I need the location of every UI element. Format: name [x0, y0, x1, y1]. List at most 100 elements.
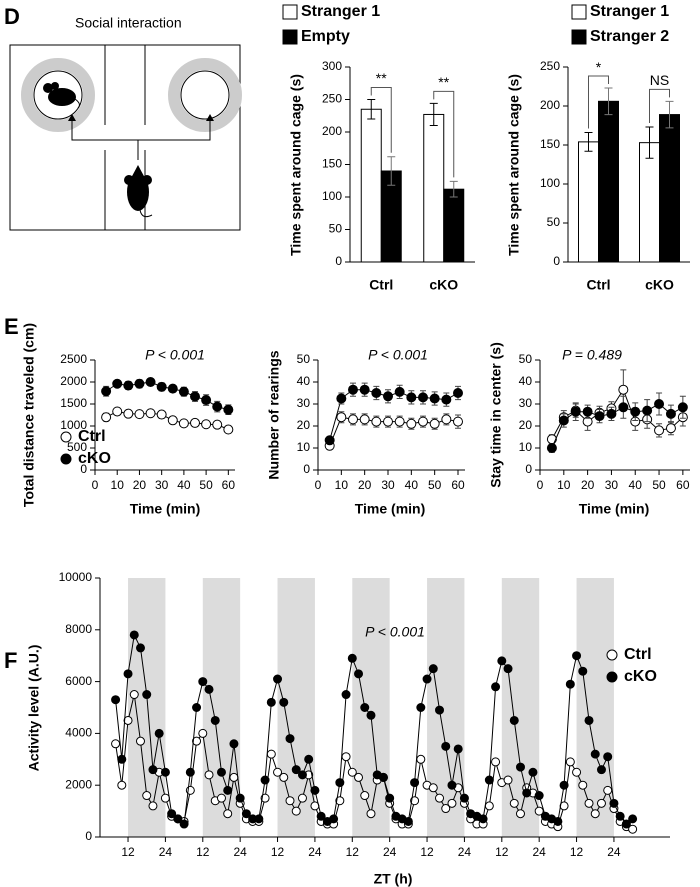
- data-point: [565, 757, 575, 767]
- y-tick-label: 30: [297, 396, 311, 410]
- y-tick-label: 50: [297, 352, 311, 366]
- legend-swatch: [282, 4, 298, 20]
- error-bar: [584, 132, 593, 152]
- data-point: [204, 684, 214, 694]
- x-tick-label: 24: [233, 845, 247, 859]
- x-tick-label: 20: [581, 478, 595, 492]
- data-point: [371, 388, 382, 398]
- data-point: [335, 796, 345, 806]
- y-tick-label: 0: [85, 829, 92, 843]
- data-point: [336, 412, 347, 423]
- data-point: [241, 809, 251, 819]
- data-point: [654, 399, 665, 409]
- data-point: [491, 682, 501, 692]
- data-point: [185, 767, 195, 777]
- data-point: [447, 798, 457, 808]
- data-point: [665, 408, 676, 419]
- data-point: [198, 677, 208, 687]
- x-axis-label: Time (min): [130, 501, 201, 517]
- data-point: [406, 392, 417, 403]
- dark-period: [352, 578, 390, 837]
- data-point: [142, 690, 152, 700]
- legend-swatch: [282, 29, 298, 45]
- data-point: [603, 785, 613, 795]
- data-point: [503, 775, 513, 785]
- cage-zone: [21, 58, 95, 132]
- diagram-title: Social interaction: [75, 15, 182, 31]
- data-point: [359, 414, 370, 425]
- test-mouse: [124, 165, 153, 218]
- data-point: [491, 757, 501, 767]
- data-point: [534, 806, 544, 816]
- x-tick-label: 12: [271, 845, 285, 859]
- data-point: [416, 754, 426, 764]
- data-point: [394, 386, 405, 397]
- data-point: [594, 411, 605, 422]
- data-point: [112, 378, 123, 389]
- data-point: [148, 765, 158, 775]
- significance-label: *: [596, 59, 602, 75]
- data-point: [503, 664, 513, 674]
- y-tick-label: 0: [553, 254, 560, 268]
- data-point: [515, 809, 525, 819]
- x-tick-label: Ctrl: [369, 277, 393, 293]
- p-value: P = 0.489: [562, 347, 622, 363]
- data-point: [156, 381, 167, 392]
- x-tick-label: 24: [308, 845, 322, 859]
- data-point: [291, 806, 301, 816]
- data-point: [348, 414, 358, 425]
- data-point: [212, 401, 223, 412]
- data-point: [148, 801, 158, 811]
- data-point: [235, 793, 245, 803]
- x-tick-label: 12: [121, 845, 135, 859]
- data-point: [179, 819, 189, 829]
- data-point: [229, 772, 239, 782]
- data-point: [570, 406, 581, 417]
- legend-label: Stranger 1: [590, 3, 669, 20]
- data-point: [297, 770, 307, 780]
- data-point: [429, 393, 440, 404]
- legend-label: Empty: [301, 28, 350, 45]
- x-tick-label: 20: [358, 478, 372, 492]
- bar: [423, 113, 445, 263]
- data-point: [156, 409, 167, 420]
- data-point: [441, 414, 452, 425]
- y-tick-label: 0: [335, 254, 342, 268]
- data-point: [418, 392, 428, 403]
- y-tick-label: 2000: [65, 777, 92, 791]
- y-axis-label: Stay time in center (s): [488, 342, 504, 488]
- data-point: [435, 793, 445, 803]
- data-point: [584, 798, 594, 808]
- data-point: [603, 752, 613, 762]
- data-point: [204, 770, 214, 780]
- data-point: [160, 767, 170, 777]
- data-point: [279, 697, 289, 707]
- data-point: [223, 809, 233, 819]
- x-tick-label: 12: [495, 845, 509, 859]
- x-tick-label: 24: [533, 845, 547, 859]
- y-tick-label: 100: [322, 189, 342, 203]
- y-tick-label: 1000: [60, 418, 87, 432]
- data-point: [478, 814, 488, 824]
- significance-label: NS: [650, 72, 669, 88]
- data-point: [201, 419, 212, 430]
- x-tick-label: 12: [346, 845, 360, 859]
- legend-label: cKO: [624, 668, 657, 685]
- x-axis-label: Time (min): [355, 501, 426, 517]
- significance-bracket: [649, 88, 670, 124]
- data-point: [347, 653, 357, 663]
- data-point: [453, 744, 463, 754]
- y-axis-label: Time spent around cage (s): [288, 74, 304, 256]
- data-point: [145, 377, 156, 387]
- x-tick-label: 10: [111, 478, 125, 492]
- data-point: [254, 814, 264, 824]
- data-point: [111, 739, 121, 749]
- data-point: [223, 785, 233, 795]
- data-point: [546, 434, 557, 445]
- data-point: [135, 736, 145, 746]
- data-point: [572, 767, 582, 777]
- y-axis-label: Number of rearings: [266, 350, 282, 479]
- data-point: [285, 734, 295, 744]
- data-point: [383, 391, 393, 402]
- data-point: [210, 715, 220, 725]
